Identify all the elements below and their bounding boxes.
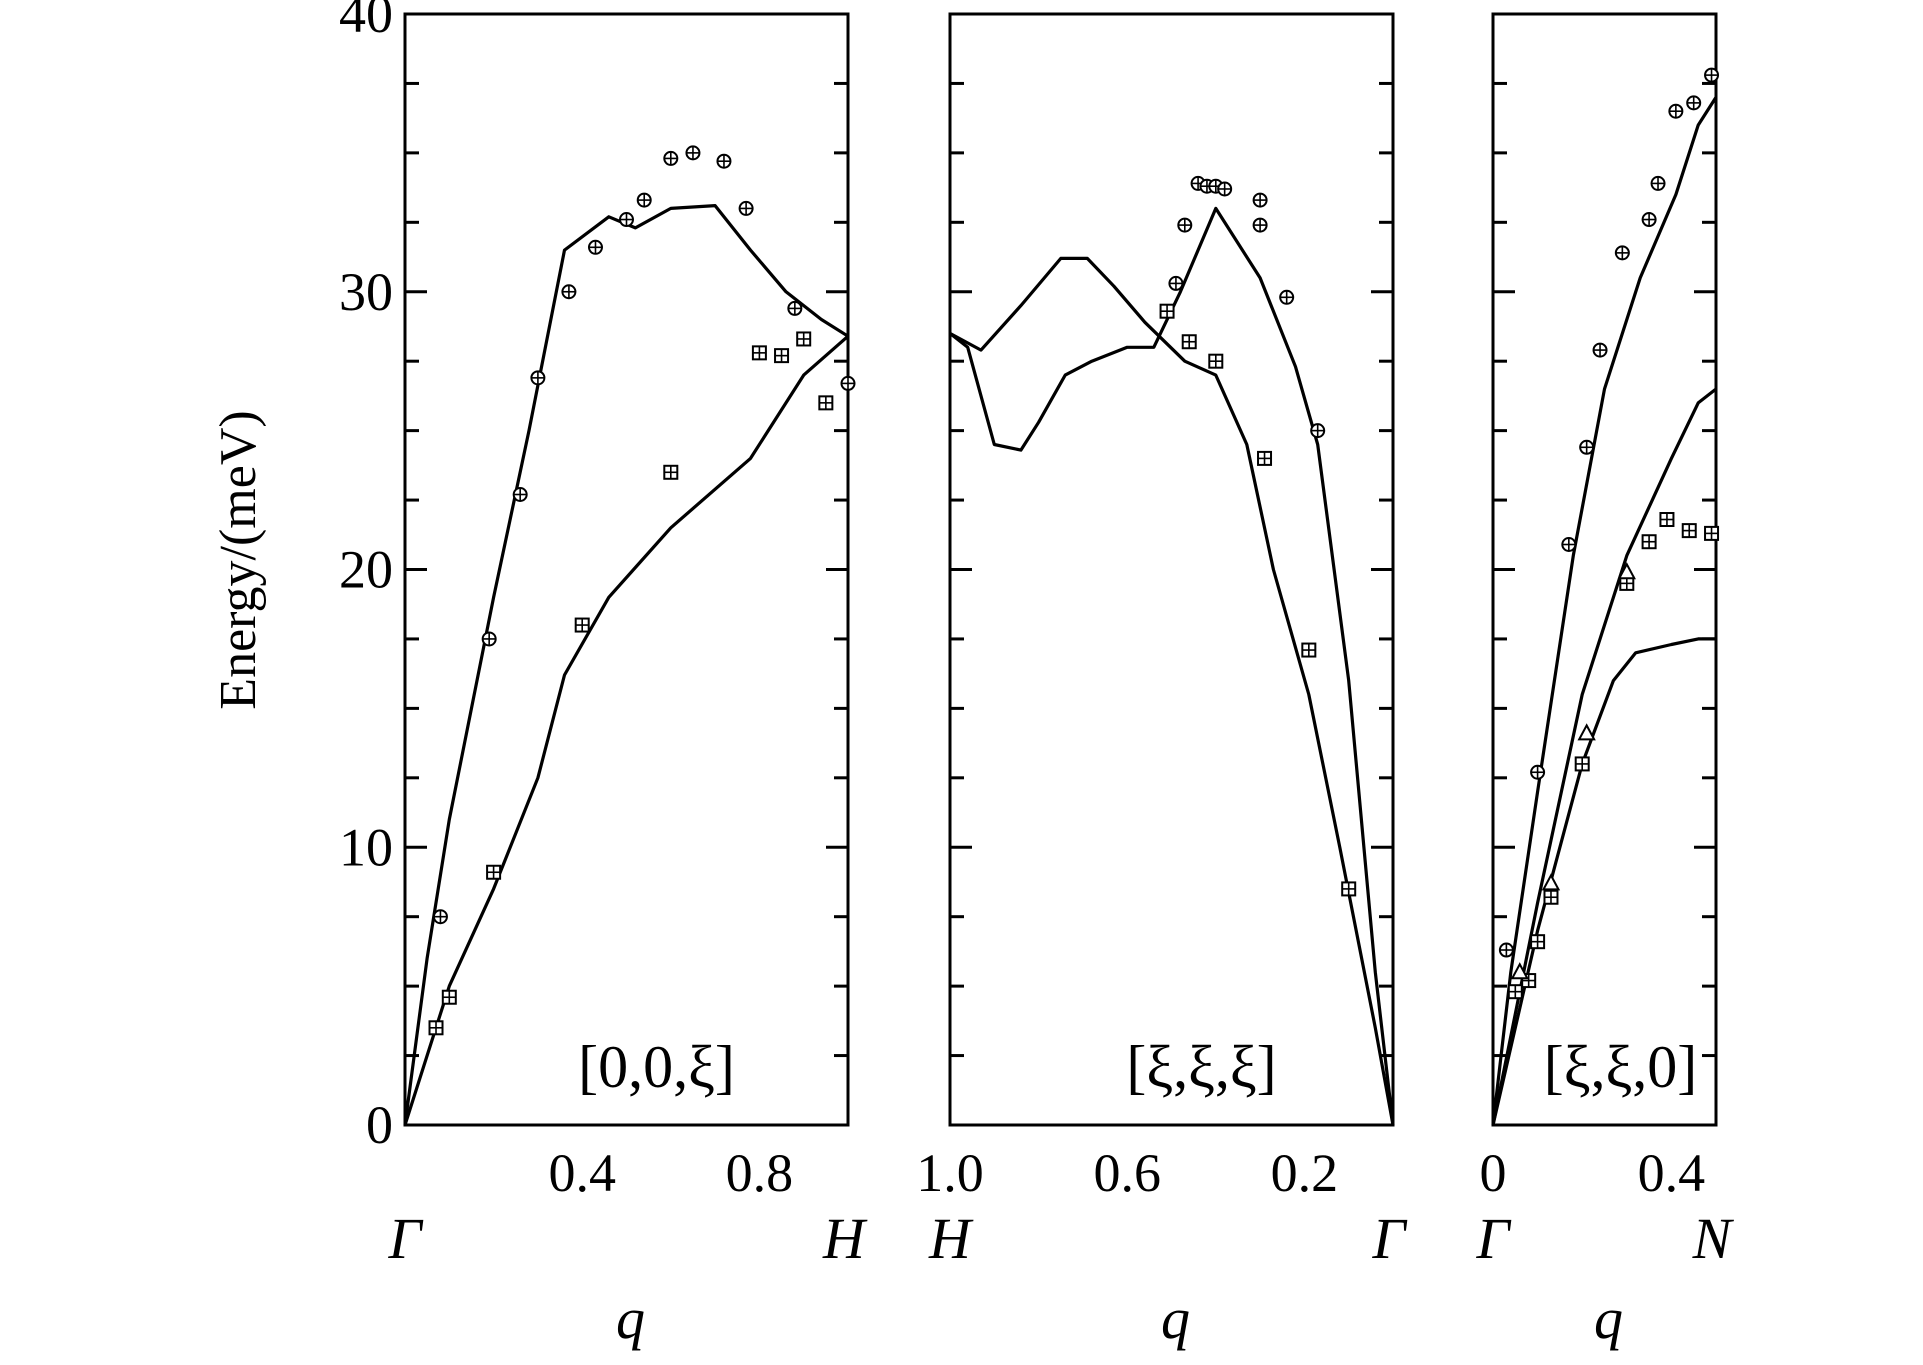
data-point-transverse-data <box>1159 303 1175 319</box>
y-tick-label: 20 <box>339 540 393 600</box>
data-point-transverse-data <box>1574 756 1590 772</box>
data-point-transverse-data <box>663 464 679 480</box>
data-point-transverse-data <box>574 617 590 633</box>
data-point-longitudinal-data <box>1614 245 1630 261</box>
data-point-transverse-data <box>1301 642 1317 658</box>
data-point-longitudinal-data <box>636 192 652 208</box>
data-point-transverse-data <box>1681 523 1697 539</box>
data-point-triangle-data <box>1617 562 1636 580</box>
y-tick-label: 10 <box>339 817 393 877</box>
data-point-longitudinal-data <box>512 487 528 503</box>
data-point-longitudinal-data <box>432 909 448 925</box>
panel-1: 0.4 0.8 Γ Hq [0,0,ξ] <box>388 12 868 1351</box>
panels-container: 0 10 20 30 40 0.4 0.8 Γ Hq [0,0,ξ] 1.0 0.6 0.2 H Γq [ξ,… <box>339 0 1735 1351</box>
data-point-longitudinal-data <box>561 284 577 300</box>
plot-frame <box>403 12 850 1127</box>
data-point-transverse-data <box>1181 334 1197 350</box>
data-point-longitudinal-data <box>1168 275 1184 291</box>
direction-label: [ξ,ξ,0] <box>1544 1034 1697 1100</box>
y-tick-label: 30 <box>339 262 393 322</box>
x-tick-label: 0.6 <box>1093 1143 1161 1203</box>
data-point-transverse-data <box>1704 525 1720 541</box>
data-point-longitudinal-data <box>840 375 856 391</box>
data-point-transverse-data <box>774 348 790 364</box>
symmetry-point-left: Γ <box>388 1206 424 1271</box>
symmetry-point-left: Γ <box>1476 1206 1512 1271</box>
data-point-transverse-data <box>1208 353 1224 369</box>
data-point-triangle-data <box>1577 723 1596 741</box>
data-point-transverse-data <box>796 331 812 347</box>
data-point-transverse-data <box>1659 512 1675 528</box>
y-tick-label: 40 <box>339 0 393 44</box>
data-point-longitudinal-data <box>530 370 546 386</box>
data-point-longitudinal-data <box>1530 764 1546 780</box>
data-point-longitudinal-data <box>1579 439 1595 455</box>
data-point-longitudinal-data <box>1217 181 1233 197</box>
dispersion-curve-upper-branch <box>949 256 1395 1126</box>
symmetry-point-left: H <box>928 1206 974 1271</box>
x-axis-title: q <box>1161 1286 1190 1351</box>
data-point-longitudinal-data <box>716 153 732 169</box>
data-point-transverse-data <box>1530 934 1546 950</box>
y-axis-title: Energy/(meV) <box>210 410 267 709</box>
data-point-longitudinal-data <box>663 150 679 166</box>
data-point-longitudinal-data <box>1592 342 1608 358</box>
dispersion-curve-lower-branch <box>949 206 1395 1126</box>
x-axis-title: q <box>616 1286 645 1351</box>
data-point-longitudinal-data <box>481 631 497 647</box>
x-axis-title: q <box>1594 1286 1623 1351</box>
data-point-transverse-data <box>1641 534 1657 550</box>
panel-2: 1.0 0.6 0.2 H Γq [ξ,ξ,ξ] <box>916 12 1408 1351</box>
data-point-longitudinal-data <box>1498 942 1514 958</box>
data-point-longitudinal-data <box>1561 537 1577 553</box>
direction-label: [0,0,ξ] <box>578 1034 735 1100</box>
x-tick-label: 1.0 <box>916 1143 984 1203</box>
data-point-triangle-data <box>1510 962 1529 980</box>
data-point-longitudinal-data <box>1177 217 1193 233</box>
data-point-transverse-data <box>1257 450 1273 466</box>
data-point-transverse-data <box>818 395 834 411</box>
dispersion-curve-upper-branch <box>403 204 849 1126</box>
data-point-transverse-data <box>428 1020 444 1036</box>
data-point-longitudinal-data <box>1641 212 1657 228</box>
dispersion-curve-middle-branch <box>1491 387 1717 1126</box>
data-point-transverse-data <box>1543 889 1559 905</box>
data-point-triangle-data <box>1541 873 1561 891</box>
data-point-transverse-data <box>441 989 457 1005</box>
y-tick-label: 0 <box>366 1095 393 1155</box>
data-point-longitudinal-data <box>587 239 603 255</box>
dispersion-curve-lower-branch <box>403 334 850 1126</box>
data-point-longitudinal-data <box>619 212 634 228</box>
direction-label: [ξ,ξ,ξ] <box>1126 1034 1276 1100</box>
data-point-transverse-data <box>486 864 502 880</box>
x-tick-label: 0.2 <box>1271 1143 1339 1203</box>
data-point-transverse-data <box>1341 881 1357 897</box>
data-point-longitudinal-data <box>787 300 803 316</box>
x-tick-label: 0 <box>1480 1143 1507 1203</box>
data-point-longitudinal-data <box>1310 423 1326 439</box>
symmetry-point-right: Γ <box>1372 1206 1408 1271</box>
symmetry-point-right: H <box>822 1206 868 1271</box>
x-tick-label: 0.4 <box>548 1143 616 1203</box>
x-tick-label: 0.4 <box>1638 1143 1706 1203</box>
dispersion-curve-upper-branch <box>1491 96 1718 1126</box>
data-point-transverse-data <box>1507 984 1523 1000</box>
data-point-longitudinal-data <box>1650 175 1666 191</box>
data-point-transverse-data <box>751 345 767 361</box>
data-point-longitudinal-data <box>1668 103 1684 119</box>
panel-3: 0 0.4 Γ Nq [ξ,ξ,0] <box>1476 12 1735 1351</box>
data-point-longitudinal-data <box>1252 217 1268 233</box>
data-point-longitudinal-data <box>1252 192 1268 208</box>
symmetry-point-right: N <box>1692 1206 1735 1271</box>
data-point-longitudinal-data <box>685 145 701 161</box>
data-point-longitudinal-data <box>1704 67 1720 83</box>
plot-frame <box>948 12 1395 1127</box>
data-point-longitudinal-data <box>738 200 754 216</box>
data-point-longitudinal-data <box>1279 289 1295 305</box>
x-tick-label: 0.8 <box>726 1143 794 1203</box>
data-point-longitudinal-data <box>1686 95 1702 111</box>
